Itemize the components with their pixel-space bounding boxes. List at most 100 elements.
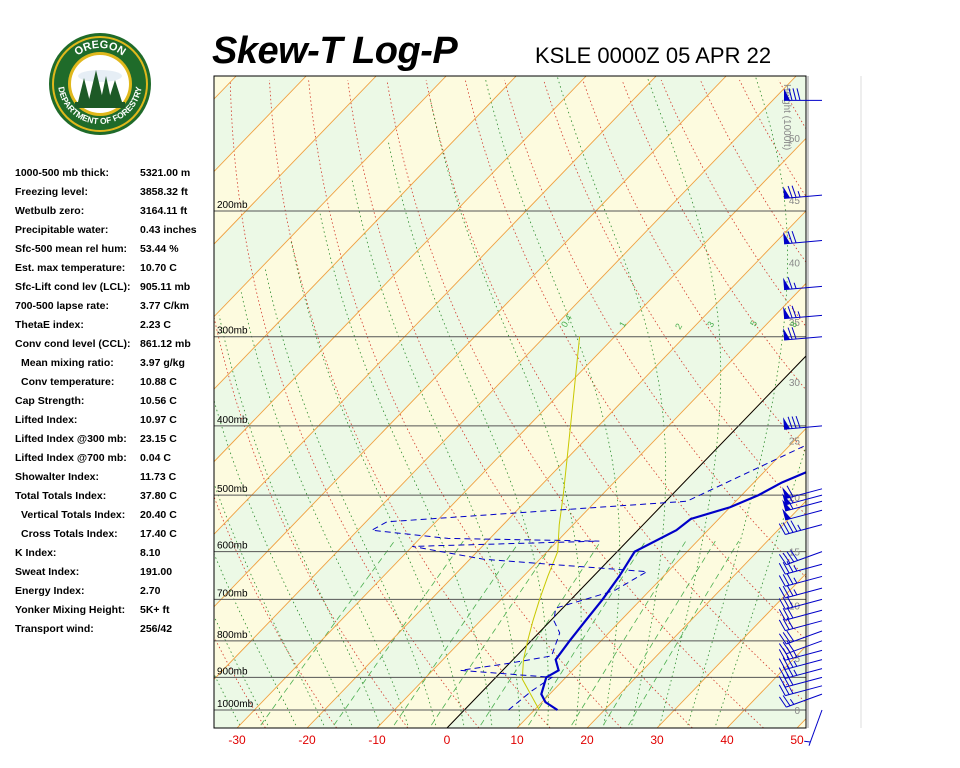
index-row: 700-500 lapse rate: 3.77 C/km bbox=[15, 300, 215, 319]
index-value: 3164.11 ft bbox=[140, 205, 188, 217]
x-tick-label: 10 bbox=[510, 733, 524, 747]
moist-adiabat bbox=[218, 315, 381, 726]
temperature-band bbox=[214, 76, 237, 99]
isotherm bbox=[796, 718, 806, 728]
index-label: K Index: bbox=[15, 547, 57, 559]
logo-top-text: OREGON bbox=[72, 39, 127, 59]
wind-barb bbox=[778, 607, 823, 621]
pressure-label: 300mb bbox=[217, 326, 248, 337]
height-tick-label: 35 bbox=[789, 318, 801, 329]
temperature-trace bbox=[540, 471, 806, 711]
index-value: 10.97 C bbox=[140, 414, 177, 426]
wind-barb bbox=[778, 693, 823, 708]
index-value: 37.80 C bbox=[140, 490, 177, 502]
index-value: 2.70 bbox=[140, 585, 161, 597]
index-row: Vertical Totals Index: 20.40 C bbox=[15, 509, 215, 528]
mixing-ratio-label: 5 bbox=[748, 319, 759, 328]
isotherm bbox=[656, 572, 806, 728]
index-label: Sfc-Lift cond lev (LCL): bbox=[15, 281, 131, 293]
mixing-ratio-label: 3 bbox=[705, 320, 716, 329]
pressure-label: 900mb bbox=[217, 666, 248, 677]
moist-adiabat bbox=[214, 398, 353, 726]
mixing-ratio-label: 2 bbox=[673, 322, 684, 331]
wind-barb bbox=[778, 674, 823, 688]
pressure-label: 800mb bbox=[217, 630, 248, 641]
dry-adiabat bbox=[739, 79, 806, 198]
temperature-band bbox=[867, 76, 960, 728]
dry-adiabat bbox=[621, 79, 806, 391]
index-value: 3.77 C/km bbox=[140, 300, 190, 312]
x-tick-label: -30 bbox=[228, 733, 246, 747]
wind-barb bbox=[782, 499, 823, 512]
moist-adiabat bbox=[214, 552, 297, 726]
index-label: Transport wind: bbox=[15, 623, 94, 635]
index-value: 3858.32 ft bbox=[140, 186, 188, 198]
wind-barb bbox=[778, 549, 823, 566]
index-label: Conv cond level (CCL): bbox=[15, 338, 131, 350]
x-tick-label: 30 bbox=[650, 733, 664, 747]
isotherm bbox=[214, 76, 447, 318]
index-value: 2.23 C bbox=[140, 319, 171, 331]
x-tick-label: -20 bbox=[298, 733, 316, 747]
dry-adiabat bbox=[857, 80, 960, 728]
x-tick-label: 50 bbox=[790, 733, 804, 747]
x-tick-label: -10 bbox=[368, 733, 386, 747]
height-tick-label: 50 bbox=[789, 134, 801, 145]
index-value: 905.11 mb bbox=[140, 281, 191, 293]
wind-barb bbox=[784, 88, 822, 101]
pressure-label: 400mb bbox=[217, 415, 248, 426]
index-row: Wetbulb zero: 3164.11 ft bbox=[15, 205, 215, 224]
index-row: ThetaE index: 2.23 C bbox=[15, 319, 215, 338]
index-row: Cross Totals Index: 17.40 C bbox=[15, 528, 215, 547]
index-label: Conv temperature: bbox=[21, 376, 115, 388]
moist-adiabat bbox=[430, 100, 582, 726]
index-label: Cap Strength: bbox=[15, 395, 85, 407]
index-row: Energy Index: 2.70 bbox=[15, 585, 215, 604]
wind-barb bbox=[778, 560, 823, 575]
x-tick-label: 0 bbox=[444, 733, 451, 747]
index-row: Sweat Index: 191.00 bbox=[15, 566, 215, 585]
index-value: 17.40 C bbox=[140, 528, 177, 540]
wind-barb bbox=[783, 185, 823, 199]
moist-adiabat bbox=[484, 77, 621, 726]
moist-adiabat bbox=[387, 141, 549, 726]
index-row: Sfc-Lift cond lev (LCL): 905.11 mb bbox=[15, 281, 215, 300]
height-tick-label: 0 bbox=[794, 706, 800, 717]
index-row: Conv cond level (CCL): 861.12 mb bbox=[15, 338, 215, 357]
index-label: Mean mixing ratio: bbox=[21, 357, 114, 369]
height-tick-label: 25 bbox=[789, 436, 801, 447]
height-tick-label: 40 bbox=[789, 258, 801, 269]
moist-adiabat bbox=[557, 77, 667, 726]
moist-adiabat bbox=[319, 210, 493, 726]
height-tick-label: 5 bbox=[794, 654, 800, 665]
index-row: Total Totals Index: 37.80 C bbox=[15, 490, 215, 509]
wind-barb bbox=[778, 596, 823, 610]
index-value: 5K+ ft bbox=[140, 604, 170, 616]
index-row: Lifted Index @700 mb: 0.04 C bbox=[15, 452, 215, 471]
x-tick-label: 20 bbox=[580, 733, 594, 747]
dry-adiabat bbox=[214, 315, 409, 728]
index-row: K Index: 8.10 bbox=[15, 547, 215, 566]
index-value: 256/42 bbox=[140, 623, 173, 635]
dry-adiabat bbox=[543, 79, 806, 516]
height-tick-label: 15 bbox=[789, 548, 801, 559]
index-label: 1000-500 mb thick: bbox=[15, 167, 109, 179]
isotherm bbox=[516, 427, 806, 728]
index-label: Showalter Index: bbox=[15, 471, 100, 483]
isotherm bbox=[236, 137, 806, 728]
index-row: Cap Strength: 10.56 C bbox=[15, 395, 215, 414]
dry-adiabat bbox=[386, 79, 764, 728]
index-value: 10.70 C bbox=[140, 262, 177, 274]
moist-adiabat bbox=[351, 178, 521, 726]
dry-adiabat bbox=[308, 79, 622, 728]
wind-barb bbox=[782, 485, 823, 500]
mixing-ratio-line bbox=[480, 540, 602, 726]
index-value: 0.43 inches bbox=[140, 224, 197, 236]
index-label: Lifted Index @700 mb: bbox=[15, 452, 127, 464]
mixing-ratio-label: 8 bbox=[788, 320, 799, 329]
index-label: Yonker Mixing Height: bbox=[15, 604, 126, 616]
index-label: Energy Index: bbox=[15, 585, 85, 597]
mixing-ratio-label: 1 bbox=[617, 320, 628, 329]
wind-barb bbox=[778, 617, 823, 632]
